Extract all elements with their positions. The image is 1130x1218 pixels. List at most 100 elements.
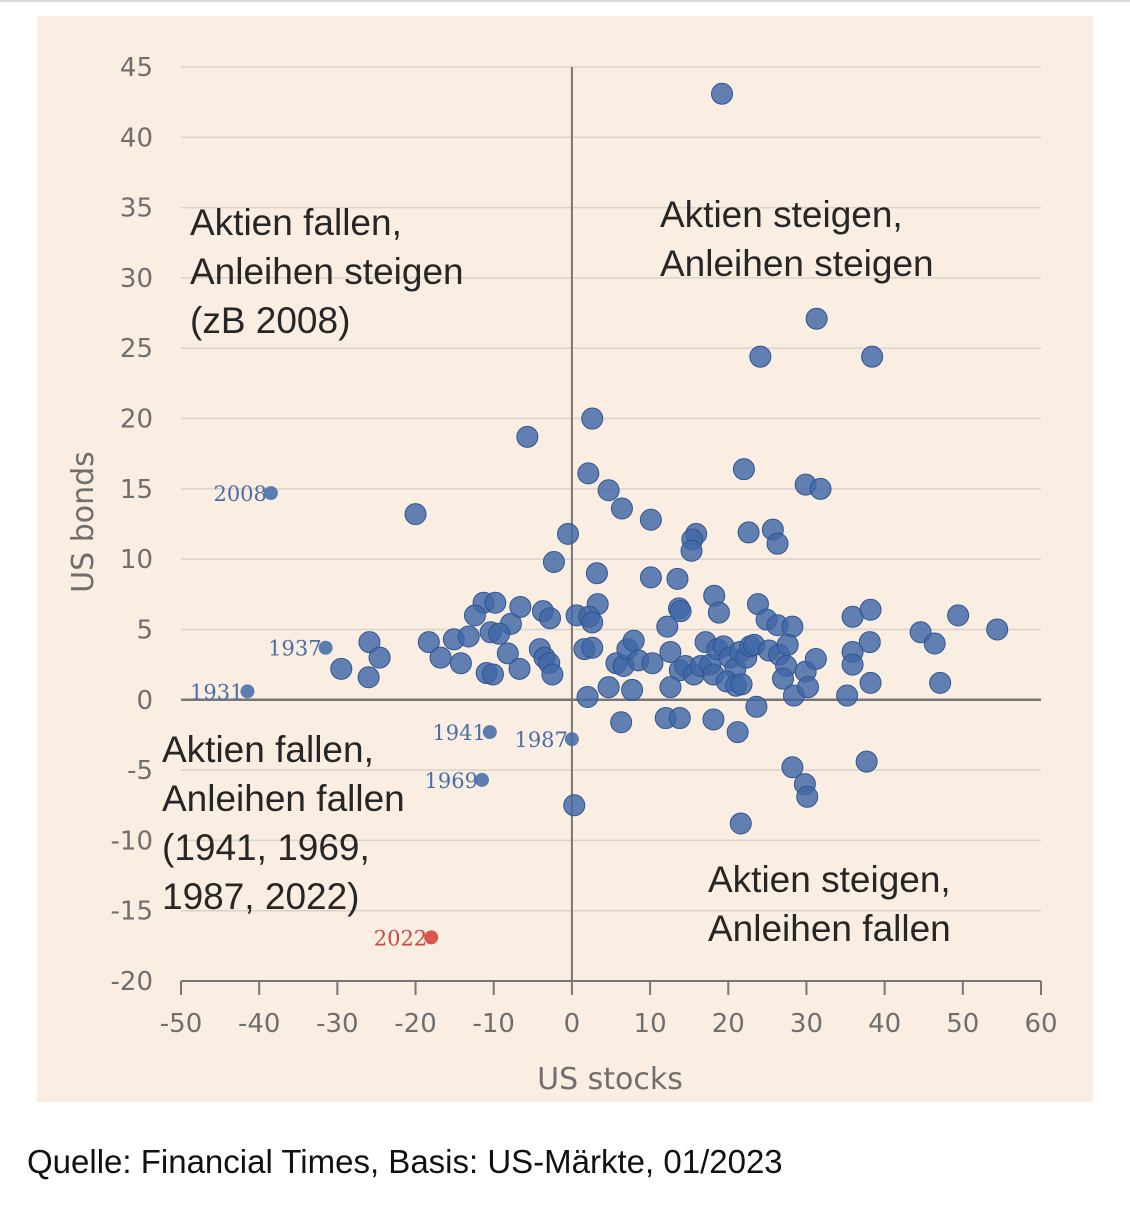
data-point — [745, 695, 768, 718]
data-point — [859, 671, 882, 694]
data-point — [702, 708, 725, 731]
labeled-points: 2008 1937 1931 1941 1987 1969 2022 — [190, 482, 579, 950]
y-tick-label: -20 — [111, 967, 153, 997]
data-point — [639, 566, 662, 589]
data-point — [330, 657, 353, 680]
data-point — [726, 721, 749, 744]
quadrant-label-line: (1941, 1969, — [162, 827, 370, 868]
y-tick-label: 30 — [120, 264, 153, 294]
x-tick-label: 0 — [564, 1009, 581, 1039]
data-point — [776, 633, 799, 656]
data-point — [484, 591, 507, 614]
data-point — [730, 673, 753, 696]
year-point — [482, 725, 497, 740]
data-point — [457, 625, 480, 648]
quadrant-label-line: Anleihen fallen — [708, 908, 951, 949]
data-point — [508, 657, 531, 680]
data-point — [581, 636, 604, 659]
x-tick-label: -40 — [238, 1009, 280, 1039]
x-tick-label: -50 — [160, 1009, 202, 1039]
x-tick-label: 10 — [634, 1009, 667, 1039]
y-tick-label: -5 — [127, 756, 153, 786]
data-point — [711, 82, 734, 105]
data-point — [707, 601, 730, 624]
data-point — [610, 711, 633, 734]
data-point — [859, 598, 882, 621]
year-point — [263, 486, 278, 501]
data-point — [581, 407, 604, 430]
quadrant-label-line: Aktien steigen, — [660, 194, 903, 235]
y-tick-label: -10 — [111, 826, 153, 856]
year-label: 1941 — [432, 721, 485, 745]
data-point — [668, 707, 691, 730]
data-point — [368, 646, 391, 669]
quadrant-label: Aktien steigen, Anleihen steigen — [660, 194, 934, 284]
y-tick-label: 0 — [136, 686, 153, 716]
data-point — [766, 532, 789, 555]
quadrant-label-line: Anleihen fallen — [162, 778, 405, 819]
data-point — [749, 345, 772, 368]
data-point — [836, 684, 859, 707]
x-tick-label: 60 — [1024, 1009, 1057, 1039]
data-point — [563, 794, 586, 817]
data-point — [641, 652, 664, 675]
quadrant-label: Aktien fallen, Anleihen fallen (1941, 1969… — [162, 729, 405, 917]
x-tick-label: -10 — [472, 1009, 514, 1039]
data-point — [772, 667, 794, 690]
year-label: 1987 — [514, 728, 567, 752]
data-point — [597, 676, 620, 699]
year-label: 1969 — [425, 769, 478, 793]
data-point — [809, 477, 832, 500]
data-point — [585, 562, 608, 585]
x-tick-label: -20 — [394, 1009, 436, 1039]
data-point — [404, 503, 427, 526]
data-point — [488, 622, 511, 645]
data-points — [330, 82, 1009, 835]
data-point — [622, 629, 645, 652]
top-rule — [0, 0, 1130, 2]
y-tick-label: 40 — [120, 123, 153, 153]
data-point — [781, 615, 804, 638]
x-tick-label: 20 — [712, 1009, 745, 1039]
quadrant-label: Aktien steigen, Anleihen fallen — [708, 859, 951, 949]
data-point — [481, 663, 504, 686]
y-tick-label: 45 — [120, 53, 153, 83]
data-point — [929, 671, 952, 694]
y-tick-label: 20 — [120, 405, 153, 435]
year-point — [318, 640, 333, 655]
data-point — [729, 812, 752, 835]
y-tick-label: 10 — [120, 545, 153, 575]
data-point — [804, 647, 827, 670]
data-point — [581, 611, 604, 634]
data-point — [796, 785, 819, 808]
data-point — [557, 522, 579, 545]
x-tick-label: 40 — [868, 1009, 901, 1039]
grid-lines — [181, 66, 1041, 982]
source-caption: Quelle: Financial Times, Basis: US-Märkt… — [27, 1143, 783, 1180]
x-tick-label: 50 — [946, 1009, 979, 1039]
data-point — [509, 595, 532, 618]
data-point — [855, 750, 878, 773]
y-tick-label: 15 — [120, 475, 153, 505]
year-point — [240, 684, 255, 699]
data-point — [610, 497, 633, 520]
x-axis-title: US stocks — [537, 1062, 683, 1097]
year-label: 2008 — [213, 482, 266, 506]
year-label: 1931 — [190, 680, 243, 704]
data-point — [841, 653, 864, 676]
quadrant-labels: Aktien fallen, Anleihen steigen (zB 2008)A… — [162, 194, 951, 949]
data-point — [621, 678, 644, 701]
y-tick-label: 25 — [120, 334, 153, 364]
quadrant-label-line: (zB 2008) — [190, 300, 350, 341]
quadrant-label-line: Anleihen steigen — [190, 251, 464, 292]
data-point — [680, 539, 703, 562]
data-point — [659, 676, 682, 699]
data-point — [732, 458, 755, 481]
year-point — [564, 732, 579, 747]
data-point — [357, 666, 380, 689]
data-point — [496, 642, 519, 665]
data-point — [858, 631, 881, 654]
data-point — [358, 631, 381, 654]
data-point — [947, 604, 970, 627]
